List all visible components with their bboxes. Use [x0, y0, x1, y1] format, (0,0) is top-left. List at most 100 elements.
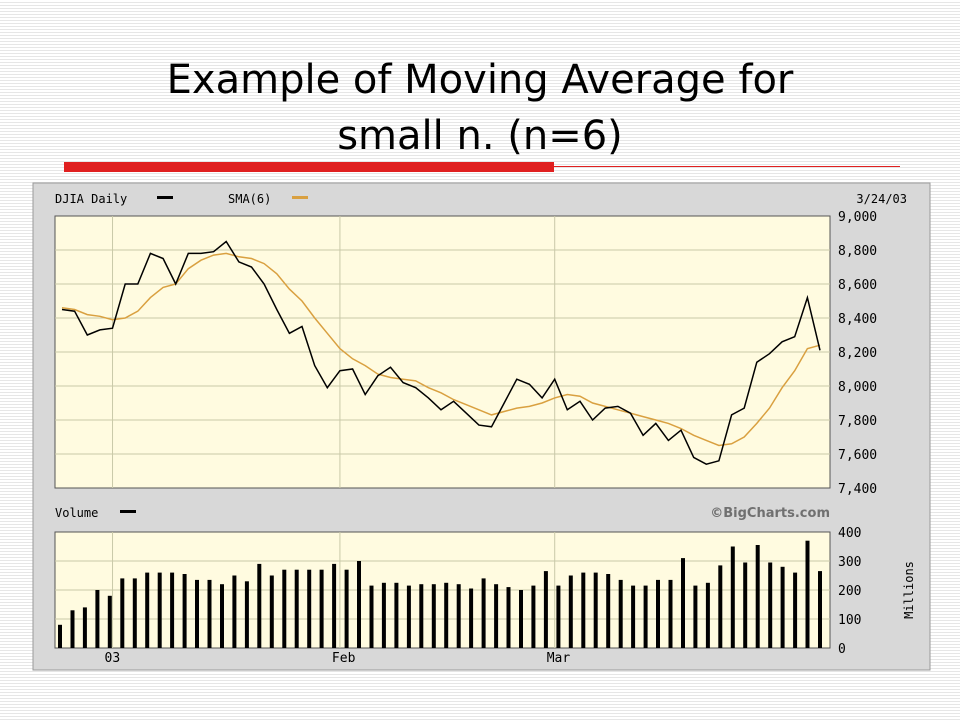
price-tick-label: 8,600: [838, 278, 877, 293]
legend-price-swatch: [157, 196, 173, 199]
volume-bar: [656, 579, 660, 648]
price-tick-label: 9,000: [838, 210, 877, 225]
volume-bar: [481, 578, 486, 648]
volume-bar: [681, 558, 685, 648]
legend-volume-label: Volume: [55, 506, 98, 520]
x-tick-label: 03: [105, 651, 121, 666]
volume-bar: [145, 572, 150, 648]
volume-bar: [618, 579, 623, 648]
volume-bar: [220, 584, 224, 648]
volume-tick-label: 100: [838, 613, 861, 628]
title-line-1: Example of Moving Average for: [166, 57, 794, 103]
volume-bar: [82, 607, 87, 648]
volume-bar: [730, 546, 735, 648]
volume-bar: [207, 579, 212, 648]
volume-bar: [58, 624, 62, 648]
volume-bar: [606, 574, 611, 648]
volume-bar: [357, 561, 361, 648]
volume-bar: [805, 540, 810, 648]
volume-bar: [668, 579, 673, 648]
volume-bar: [818, 571, 822, 648]
volume-bar: [768, 562, 773, 648]
volume-bar: [593, 572, 598, 648]
volume-bars: [58, 540, 822, 649]
price-grid: [55, 216, 830, 488]
bigcharts-watermark: ©BigCharts.com: [710, 506, 830, 521]
price-axis: 9,000 8,800 8,600 8,400 8,200 8,000 7,800 7,600…: [838, 210, 877, 497]
slide-title: Example of Moving Average for small n. (…: [0, 52, 960, 164]
legend-price-label: DJIA Daily: [55, 192, 127, 206]
volume-bar: [232, 575, 237, 648]
volume-bar: [182, 574, 187, 648]
volume-bar: [743, 562, 748, 648]
volume-tick-label: 400: [838, 526, 861, 541]
price-tick-label: 7,600: [838, 448, 877, 463]
legend-sma-swatch: [292, 196, 308, 199]
price-tick-label: 8,200: [838, 346, 877, 361]
volume-bar: [431, 584, 436, 648]
title-line-2: small n. (n=6): [337, 113, 623, 159]
volume-bar: [780, 566, 785, 648]
volume-bar: [631, 585, 636, 648]
volume-bar: [693, 585, 698, 648]
volume-bar: [269, 575, 274, 648]
volume-bar: [319, 569, 324, 648]
volume-bar: [506, 587, 511, 648]
chart-date-label: 3/24/03: [856, 192, 907, 206]
volume-bar: [643, 585, 648, 648]
volume-tick-label: 300: [838, 555, 861, 570]
volume-bar: [332, 563, 337, 648]
x-tick-label: Mar: [547, 651, 571, 666]
volume-tick-label: 0: [838, 642, 846, 657]
volume-bar: [444, 582, 449, 649]
price-tick-label: 8,000: [838, 380, 877, 395]
price-tick-label: 8,400: [838, 312, 877, 327]
price-tick-label: 8,800: [838, 244, 877, 259]
volume-bar: [793, 572, 798, 648]
volume-bar: [307, 569, 312, 648]
volume-bar: [556, 585, 561, 648]
volume-bar: [456, 584, 461, 648]
volume-bar: [170, 572, 175, 648]
volume-bar: [568, 575, 573, 648]
volume-bar: [369, 585, 374, 648]
volume-bar: [282, 569, 287, 648]
sma-line: [61, 252, 821, 447]
price-tick-label: 7,800: [838, 414, 877, 429]
volume-bar: [705, 582, 710, 649]
volume-axis: 400 300 200 100 0: [838, 526, 861, 657]
volume-bar: [120, 578, 125, 648]
volume-bar: [294, 569, 299, 648]
volume-bar: [419, 584, 424, 648]
volume-tick-label: 200: [838, 584, 861, 599]
volume-bar: [70, 610, 75, 648]
volume-header-strip: [34, 502, 929, 522]
legend-volume-swatch: [120, 510, 136, 513]
volume-bar: [394, 582, 399, 649]
volume-bar: [494, 584, 499, 648]
legend-sma-label: SMA(6): [228, 192, 271, 206]
x-axis-labels: 03 Feb Mar: [105, 651, 571, 666]
volume-bar: [406, 585, 411, 648]
volume-bar: [469, 588, 474, 648]
volume-bar: [519, 590, 523, 648]
volume-ylabel: Millions: [902, 561, 916, 619]
volume-bar: [107, 595, 112, 648]
volume-legend: Volume: [55, 506, 136, 520]
volume-bar: [581, 572, 586, 648]
price-legend: DJIA Daily SMA(6) 3/24/03: [55, 192, 907, 206]
volume-bar: [195, 579, 199, 648]
volume-bar: [132, 578, 137, 648]
volume-bar: [755, 545, 760, 648]
volume-bar: [244, 581, 249, 648]
volume-bar: [718, 565, 723, 648]
volume-bar: [257, 563, 262, 648]
volume-bar: [157, 572, 162, 648]
price-tick-label: 7,400: [838, 482, 877, 497]
volume-bar: [531, 585, 536, 648]
title-underline-thin: [554, 166, 900, 167]
x-tick-label: Feb: [332, 651, 356, 666]
volume-bar: [543, 571, 548, 648]
volume-bar: [381, 582, 386, 649]
